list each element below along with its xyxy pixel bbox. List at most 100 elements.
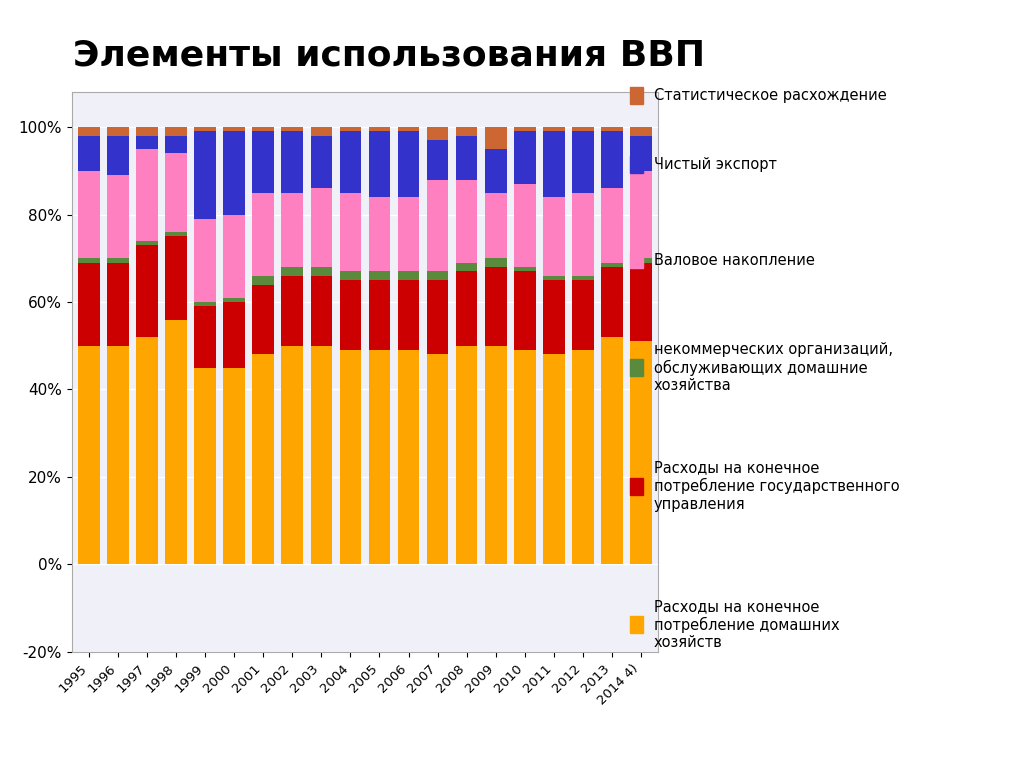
Bar <box>601 188 623 262</box>
Bar <box>165 236 187 320</box>
Bar <box>456 272 477 346</box>
Bar <box>223 215 245 298</box>
Bar <box>253 276 274 285</box>
Bar <box>427 354 449 565</box>
Text: некоммерческих организаций,
обслуживающих домашние
хозяйства: некоммерческих организаций, обслуживающи… <box>653 342 893 393</box>
Bar <box>427 140 449 179</box>
Bar <box>165 127 187 136</box>
Bar <box>78 171 100 258</box>
Bar <box>543 280 564 354</box>
Bar <box>543 197 564 276</box>
Bar <box>514 350 536 565</box>
Bar <box>397 280 420 350</box>
Bar <box>195 131 216 219</box>
Bar <box>310 346 333 565</box>
Bar <box>630 136 651 171</box>
Bar <box>397 131 420 197</box>
Bar <box>456 346 477 565</box>
Bar <box>601 267 623 337</box>
Bar <box>484 127 507 149</box>
Bar <box>78 136 100 171</box>
Bar <box>571 131 594 193</box>
Bar <box>484 149 507 193</box>
Bar <box>223 298 245 302</box>
Bar <box>397 272 420 280</box>
Bar <box>514 127 536 131</box>
Bar <box>78 258 100 262</box>
Bar <box>369 127 390 131</box>
Bar <box>340 131 361 193</box>
Bar <box>427 179 449 272</box>
Bar <box>340 280 361 350</box>
Bar <box>514 131 536 184</box>
Bar <box>282 267 303 276</box>
Bar <box>78 262 100 346</box>
Bar <box>195 127 216 131</box>
Bar <box>397 350 420 565</box>
Bar <box>427 272 449 280</box>
Bar <box>310 127 333 136</box>
Bar <box>369 197 390 272</box>
Bar <box>108 258 129 262</box>
Bar <box>310 267 333 276</box>
Bar <box>427 280 449 354</box>
Bar <box>165 136 187 153</box>
Bar <box>484 267 507 346</box>
Bar <box>601 262 623 267</box>
Bar <box>136 127 158 136</box>
Bar <box>369 131 390 197</box>
Bar <box>78 127 100 136</box>
Bar <box>253 127 274 131</box>
Bar <box>78 346 100 565</box>
Bar <box>195 219 216 302</box>
Bar <box>195 302 216 306</box>
Bar <box>630 262 651 341</box>
Bar <box>369 272 390 280</box>
Bar <box>397 197 420 272</box>
Bar <box>514 267 536 272</box>
Bar <box>136 136 158 149</box>
Bar <box>108 346 129 565</box>
Bar <box>310 276 333 346</box>
Bar <box>253 354 274 565</box>
Bar <box>630 341 651 565</box>
Bar <box>282 193 303 267</box>
Text: Чистый экспорт: Чистый экспорт <box>653 156 776 172</box>
Text: Элементы использования ВВП: Элементы использования ВВП <box>73 38 706 72</box>
Bar <box>253 131 274 193</box>
Bar <box>223 127 245 131</box>
Bar <box>282 276 303 346</box>
Bar <box>108 175 129 258</box>
Bar <box>136 241 158 245</box>
Bar <box>543 127 564 131</box>
Bar <box>543 131 564 197</box>
Bar <box>310 188 333 267</box>
Bar <box>165 320 187 565</box>
Text: Статистическое расхождение: Статистическое расхождение <box>653 87 886 103</box>
Text: Валовое накопление: Валовое накопление <box>653 252 814 268</box>
Text: Расходы на конечное
потребление государственного
управления: Расходы на конечное потребление государс… <box>653 461 899 512</box>
Bar <box>340 350 361 565</box>
Bar <box>397 127 420 131</box>
Bar <box>456 179 477 262</box>
Bar <box>571 280 594 350</box>
Bar <box>223 367 245 565</box>
Bar <box>601 127 623 131</box>
Bar <box>484 258 507 267</box>
Bar <box>571 276 594 280</box>
Bar <box>456 136 477 179</box>
Bar <box>223 302 245 367</box>
Bar <box>310 136 333 188</box>
Bar <box>195 367 216 565</box>
Bar <box>253 193 274 276</box>
Bar <box>108 262 129 346</box>
Bar <box>165 153 187 232</box>
Bar <box>369 350 390 565</box>
Bar <box>136 245 158 337</box>
Bar <box>571 350 594 565</box>
Text: Расходы на конечное
потребление домашних
хозяйств: Расходы на конечное потребление домашних… <box>653 599 839 650</box>
Bar <box>136 149 158 241</box>
Bar <box>543 354 564 565</box>
Bar <box>484 346 507 565</box>
Bar <box>195 306 216 367</box>
